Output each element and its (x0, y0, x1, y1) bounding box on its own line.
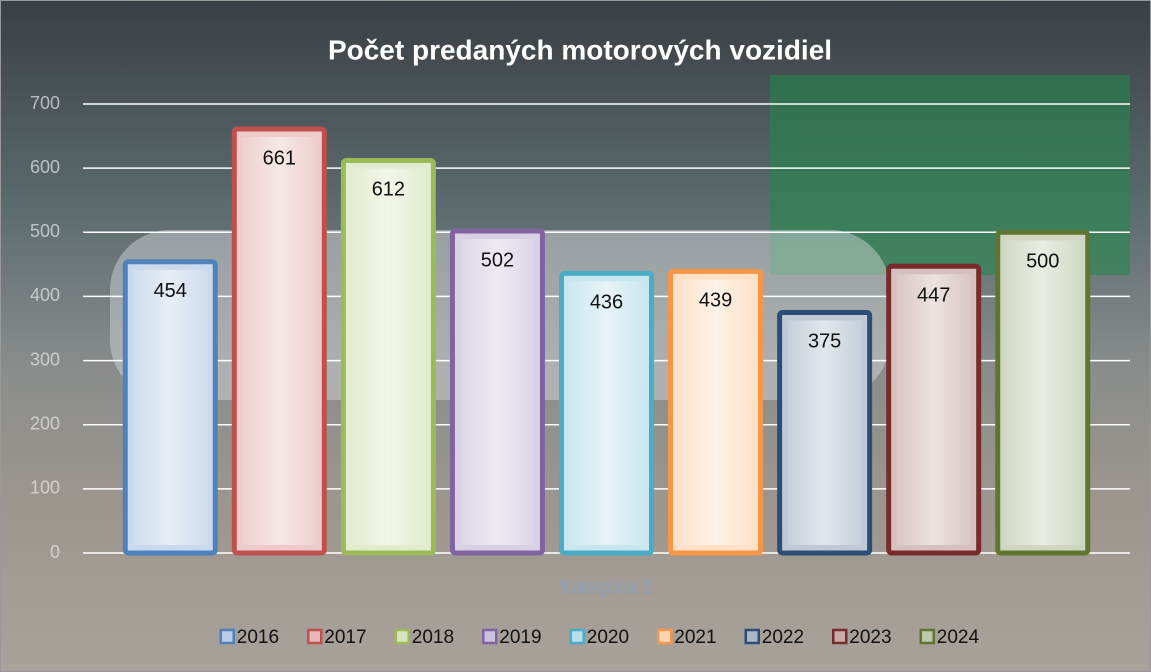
y-tick-label: 700 (30, 93, 60, 113)
legend-label: 2017 (324, 627, 366, 648)
y-tick-label: 0 (50, 542, 60, 562)
bar-highlight (242, 137, 316, 545)
legend-swatch (221, 630, 234, 643)
bar-highlight (460, 239, 534, 545)
bar-highlight (897, 274, 971, 545)
y-tick-label: 100 (30, 478, 60, 498)
legend-swatch (571, 630, 584, 643)
legend-swatch (308, 630, 321, 643)
data-label: 439 (699, 290, 732, 312)
legend-label: 2016 (237, 627, 279, 648)
legend-swatch (658, 630, 671, 643)
legend-swatch (833, 630, 846, 643)
bar-highlight (679, 279, 753, 545)
legend-label: 2021 (674, 627, 716, 648)
data-label: 454 (154, 280, 187, 302)
y-tick-label: 500 (30, 221, 60, 241)
bar-highlight (1006, 240, 1080, 545)
bar-highlight (570, 281, 644, 545)
bar-highlight (788, 320, 862, 545)
legend-label: 2022 (762, 627, 804, 648)
y-tick-label: 400 (30, 285, 60, 305)
legend-swatch (483, 630, 496, 643)
y-tick-label: 600 (30, 157, 60, 177)
legend-label: 2020 (587, 627, 629, 648)
y-tick-label: 300 (30, 349, 60, 369)
legend-swatch (921, 630, 934, 643)
x-axis-label: Kategória 1 (560, 577, 652, 597)
chart-title: Počet predaných motorových vozidiel (328, 34, 832, 65)
data-label: 661 (263, 147, 296, 169)
data-label: 612 (372, 179, 405, 201)
legend-label: 2024 (937, 627, 980, 648)
data-label: 447 (917, 285, 950, 307)
data-label: 375 (808, 331, 841, 353)
y-tick-label: 200 (30, 413, 60, 433)
legend-label: 2023 (849, 627, 891, 648)
bar-highlight (351, 168, 425, 545)
bar-highlight (133, 270, 207, 545)
legend-swatch (746, 630, 759, 643)
chart: Počet predaných motorových vozidiel 0 100… (0, 0, 1151, 672)
legend-swatch (396, 630, 409, 643)
data-label: 502 (481, 249, 514, 271)
legend-label: 2018 (412, 627, 454, 648)
data-label: 436 (590, 292, 623, 314)
data-label: 500 (1026, 251, 1059, 273)
legend-label: 2019 (499, 627, 541, 648)
